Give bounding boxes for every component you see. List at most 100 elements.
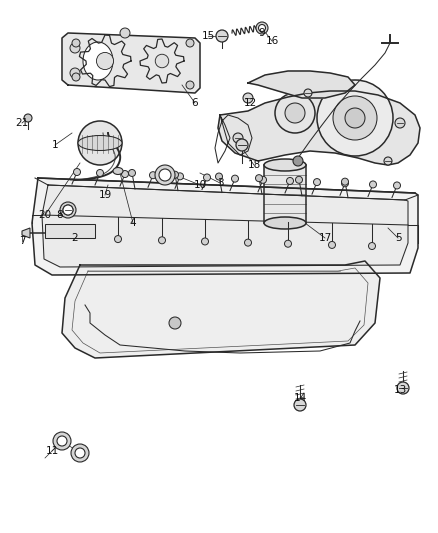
Polygon shape [218,91,420,165]
Ellipse shape [113,167,123,174]
Circle shape [255,175,262,182]
Polygon shape [62,33,200,93]
Text: 11: 11 [46,446,59,456]
Circle shape [159,237,166,244]
Circle shape [114,236,121,243]
Circle shape [384,157,392,165]
Text: 6: 6 [192,98,198,108]
Ellipse shape [75,35,120,87]
Text: 2: 2 [72,233,78,243]
Circle shape [172,171,179,178]
Circle shape [286,177,293,184]
Bar [45,224,95,238]
Circle shape [294,399,306,411]
Circle shape [216,30,228,42]
Circle shape [395,118,405,128]
Circle shape [63,205,73,215]
Circle shape [96,52,113,69]
Text: 9: 9 [259,28,265,38]
Circle shape [121,171,128,177]
Circle shape [201,238,208,245]
Circle shape [342,178,349,185]
Circle shape [259,176,266,183]
Bar [264,165,306,223]
Circle shape [96,169,103,176]
Circle shape [120,28,130,38]
Polygon shape [42,185,408,267]
Circle shape [256,22,268,34]
Circle shape [159,169,171,181]
Circle shape [314,179,321,185]
Circle shape [63,205,73,215]
Circle shape [128,169,135,176]
Ellipse shape [264,159,306,171]
Circle shape [293,156,303,166]
Circle shape [275,93,315,133]
Text: 18: 18 [247,160,261,170]
Text: 17: 17 [318,233,332,243]
Circle shape [393,182,400,189]
Circle shape [72,39,80,47]
Circle shape [243,93,253,103]
Circle shape [24,114,32,122]
Polygon shape [32,178,418,275]
Ellipse shape [264,217,306,229]
Circle shape [233,133,243,143]
Circle shape [285,103,305,123]
Circle shape [74,168,81,175]
Text: 10: 10 [194,180,207,190]
Circle shape [169,317,181,329]
Text: 1: 1 [52,140,58,150]
Circle shape [328,241,336,248]
Circle shape [215,173,223,180]
Circle shape [177,173,184,180]
Circle shape [155,54,169,68]
Text: 7: 7 [19,236,25,246]
Text: 3: 3 [217,178,223,188]
Circle shape [333,96,377,140]
Circle shape [285,240,292,247]
Circle shape [397,382,409,394]
Circle shape [236,139,248,151]
Text: 21: 21 [15,118,28,128]
Circle shape [342,180,349,187]
Circle shape [78,121,122,165]
Circle shape [72,73,80,81]
Text: 14: 14 [293,393,307,403]
Circle shape [57,436,67,446]
Polygon shape [248,71,355,98]
Ellipse shape [83,42,113,80]
Circle shape [75,448,85,458]
Text: 19: 19 [99,190,112,200]
Text: 12: 12 [244,98,257,108]
Polygon shape [62,261,380,358]
Polygon shape [22,228,30,238]
Circle shape [232,175,239,182]
Circle shape [244,239,251,246]
Circle shape [186,39,194,47]
Circle shape [345,108,365,128]
Text: 8: 8 [57,210,64,220]
Circle shape [70,43,80,53]
Circle shape [60,202,76,218]
Circle shape [186,81,194,89]
Text: 16: 16 [265,36,279,46]
Circle shape [304,89,312,97]
Circle shape [149,172,156,179]
Circle shape [204,174,211,181]
Circle shape [368,243,375,249]
Circle shape [71,444,89,462]
Circle shape [317,80,393,156]
Ellipse shape [78,135,122,150]
Circle shape [53,432,71,450]
Text: 5: 5 [395,233,401,243]
Text: 20: 20 [39,210,52,220]
Circle shape [70,68,80,78]
Text: 13: 13 [393,385,406,395]
Text: 4: 4 [130,218,136,228]
Circle shape [155,165,175,185]
Circle shape [258,25,265,31]
Circle shape [370,181,377,188]
Circle shape [296,176,303,183]
Text: 15: 15 [201,31,215,41]
